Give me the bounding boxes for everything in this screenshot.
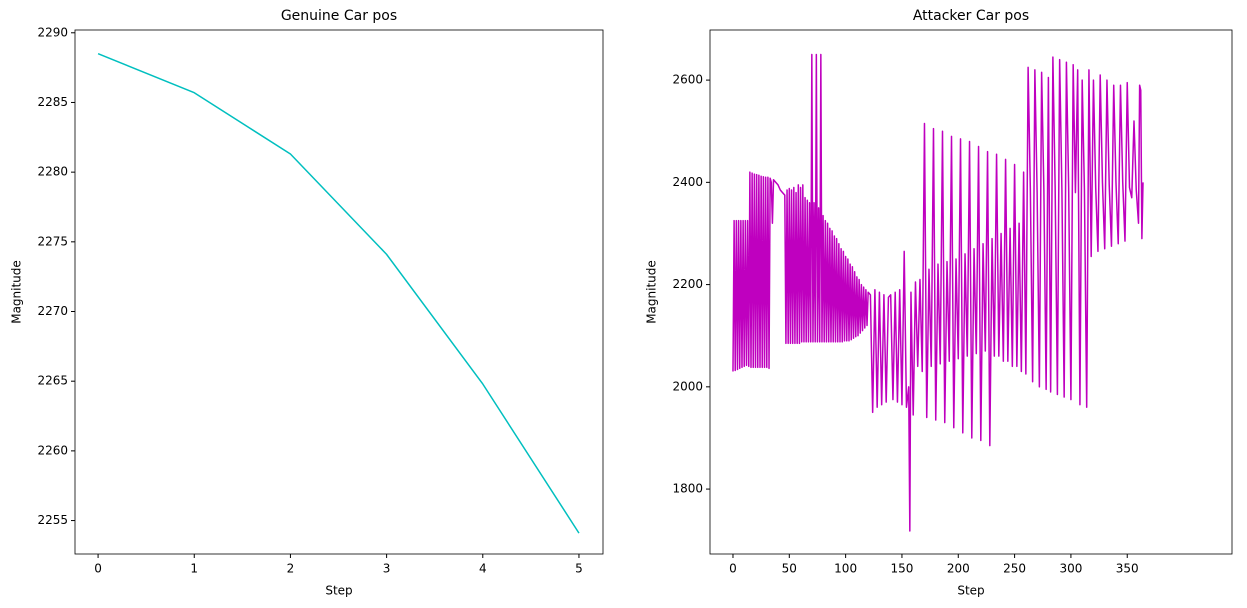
x-tick-label: 150 xyxy=(890,562,913,576)
y-tick-label: 2265 xyxy=(37,374,68,388)
x-tick-label: 0 xyxy=(729,562,737,576)
x-tick-label: 4 xyxy=(479,562,487,576)
y-tick-label: 1800 xyxy=(672,482,703,496)
y-tick-label: 2400 xyxy=(672,175,703,189)
x-tick-label: 1 xyxy=(190,562,198,576)
x-tick-label: 5 xyxy=(575,562,583,576)
y-tick-label: 2270 xyxy=(37,304,68,318)
x-tick-label: 200 xyxy=(947,562,970,576)
y-tick-label: 2000 xyxy=(672,379,703,393)
x-tick-label: 3 xyxy=(383,562,391,576)
y-tick-label: 2290 xyxy=(37,25,68,39)
y-axis-label: Magnitude xyxy=(10,260,24,324)
y-tick-label: 2200 xyxy=(672,277,703,291)
chart-title: Attacker Car pos xyxy=(913,8,1029,24)
data-line xyxy=(97,52,580,534)
x-axis-label: Step xyxy=(325,584,352,598)
x-tick-label: 50 xyxy=(782,562,797,576)
y-tick-label: 2260 xyxy=(37,443,68,457)
data-line xyxy=(732,53,1144,532)
x-tick-label: 250 xyxy=(1003,562,1026,576)
y-tick-label: 2285 xyxy=(37,95,68,109)
x-tick-label: 350 xyxy=(1116,562,1139,576)
x-tick-label: 0 xyxy=(94,562,102,576)
y-tick-label: 2275 xyxy=(37,234,68,248)
y-axis-label: Magnitude xyxy=(645,260,659,324)
x-tick-label: 100 xyxy=(834,562,857,576)
plot-area xyxy=(74,29,604,555)
x-tick-label: 300 xyxy=(1059,562,1082,576)
chart-title: Genuine Car pos xyxy=(281,8,397,24)
x-axis-label: Step xyxy=(957,584,984,598)
x-tick-label: 2 xyxy=(287,562,295,576)
y-tick-label: 2280 xyxy=(37,165,68,179)
plot-area xyxy=(709,29,1233,555)
y-tick-label: 2255 xyxy=(37,513,68,527)
y-tick-label: 2600 xyxy=(672,73,703,87)
